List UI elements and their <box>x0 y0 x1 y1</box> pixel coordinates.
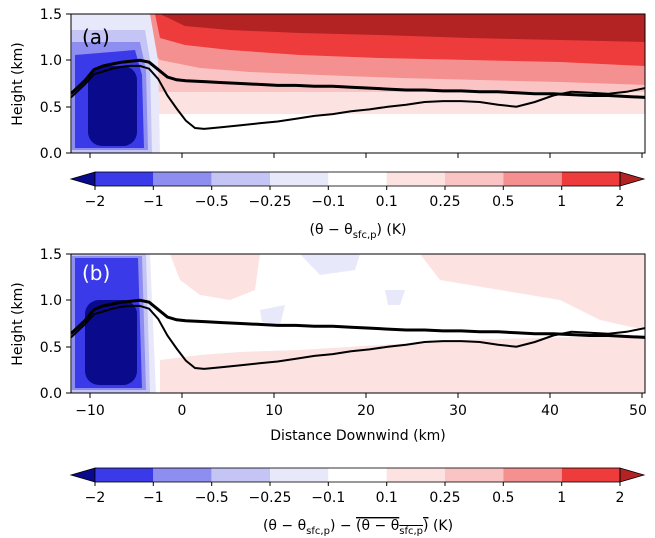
colorbar-1: −2 −1 −0.5 −0.25 −0.1 0.1 0.25 0.5 1 2 (θ − θsfc,… <box>69 171 646 241</box>
colorbar-block <box>503 172 562 186</box>
panel-b-xticks: −10 0 10 20 30 40 50 <box>75 393 647 419</box>
colorbar-2: −2 −1 −0.5 −0.25 −0.1 0.1 0.25 0.5 1 2 (θ − θsfc,… <box>69 467 646 537</box>
colorbar-tick-label: 0.5 <box>492 194 514 210</box>
colorbar-tick-label: −0.5 <box>195 490 229 506</box>
colorbar-block <box>211 172 270 186</box>
panel-a-ytick-label: 1.0 <box>40 53 62 69</box>
colorbar-tick-label: −0.25 <box>249 490 292 506</box>
colorbar-outline <box>94 467 621 483</box>
colorbar-block <box>270 468 329 482</box>
panel-b-frame <box>70 253 646 394</box>
colorbar-tick-label: 1 <box>557 490 566 506</box>
colorbar-tick-label: −1 <box>143 194 164 210</box>
panel-a-yticks: 0.0 0.5 1.0 1.5 <box>40 7 71 162</box>
colorbar-block <box>95 172 154 186</box>
panel-b-xtick-label: −10 <box>75 403 105 419</box>
panel-a-xticks <box>89 153 643 158</box>
panel-b-ytick-label: 1.5 <box>40 247 62 263</box>
colorbar-block <box>328 468 387 482</box>
colorbar-tick-label: 2 <box>616 194 625 210</box>
colorbar-tick-label: −2 <box>85 490 106 506</box>
colorbar-block <box>503 468 562 482</box>
colorbar-tick-label: −0.1 <box>311 194 345 210</box>
colorbar-tick-label: 2 <box>616 490 625 506</box>
colorbar-extend-high <box>619 171 646 187</box>
colorbar-block <box>153 468 212 482</box>
panel-b-ytick-label: 1.0 <box>40 293 62 309</box>
panel-a-ytick-label: 1.5 <box>40 7 62 23</box>
panel-a: (a) 0.0 0.5 1.0 1.5 Height (km) <box>10 7 646 162</box>
colorbar-block <box>153 172 212 186</box>
colorbar-tick-label: −1 <box>143 490 164 506</box>
panel-b-xtick-label: 0 <box>178 403 187 419</box>
panel-a-series-2-line <box>71 64 645 130</box>
panel-b-label: (b) <box>82 261 110 285</box>
colorbar-block <box>445 468 504 482</box>
colorbar-extend-high <box>619 467 646 483</box>
panel-b-ytick-label: 0.5 <box>40 340 62 356</box>
panel-a-label: (a) <box>82 25 110 49</box>
colorbar-tick-label: 0.1 <box>376 194 398 210</box>
colorbar-tick-label: −2 <box>85 194 106 210</box>
colorbar-block <box>386 172 445 186</box>
colorbar-block <box>561 172 620 186</box>
colorbar-extend-low <box>69 171 96 187</box>
colorbar-block <box>445 172 504 186</box>
colorbar-tick-label: 0.25 <box>429 490 460 506</box>
panel-b-xtick-label: 40 <box>541 403 559 419</box>
colorbar-block <box>561 468 620 482</box>
panel-a-ytick-label: 0.0 <box>40 146 62 162</box>
colorbar-block <box>211 468 270 482</box>
colorbar-1-label: (θ − θsfc,p) (K) <box>309 222 406 241</box>
panel-b-series-1-line <box>71 298 645 339</box>
colorbar-block <box>270 172 329 186</box>
panel-b-yticks: 0.0 0.5 1.0 1.5 <box>40 247 71 402</box>
colorbar-block <box>386 468 445 482</box>
colorbar-tick-label: −0.1 <box>311 490 345 506</box>
colorbar-block <box>95 468 154 482</box>
panel-a-frame <box>70 13 646 154</box>
colorbar-tick-label: 0.5 <box>492 490 514 506</box>
panel-b-xtick-label: 20 <box>357 403 375 419</box>
colorbar-extend-low <box>69 467 96 483</box>
panel-b-contour-field <box>71 254 645 393</box>
panel-a-series-1-line <box>71 58 645 99</box>
colorbar-block <box>328 172 387 186</box>
panel-b-series-2-line <box>71 304 645 370</box>
colorbar-tick-label: 0.1 <box>376 490 398 506</box>
panel-b-ylabel: Height (km) <box>10 282 26 365</box>
colorbar-outline <box>94 171 621 187</box>
colorbar-tick-label: −0.5 <box>195 194 229 210</box>
colorbar-2-label: (θ − θsfc,p) − (θ − θsfc,p) (K) <box>263 518 453 537</box>
panel-b-xlabel: Distance Downwind (km) <box>270 428 446 444</box>
colorbar-tick-label: 1 <box>557 194 566 210</box>
colorbar-tick-label: 0.25 <box>429 194 460 210</box>
panel-b-xtick-label: 10 <box>265 403 283 419</box>
panel-b-xtick-label: 50 <box>629 403 647 419</box>
colorbar-tick-label: −0.25 <box>249 194 292 210</box>
panel-b-xtick-label: 30 <box>449 403 467 419</box>
panel-b-ytick-label: 0.0 <box>40 386 62 402</box>
panel-a-ylabel: Height (km) <box>10 42 26 125</box>
panel-a-ytick-label: 0.5 <box>40 100 62 116</box>
panel-a-contour-field <box>71 14 645 153</box>
panel-b: (b) 0.0 0.5 1.0 1.5 −10 0 10 20 30 40 50 <box>10 247 647 444</box>
